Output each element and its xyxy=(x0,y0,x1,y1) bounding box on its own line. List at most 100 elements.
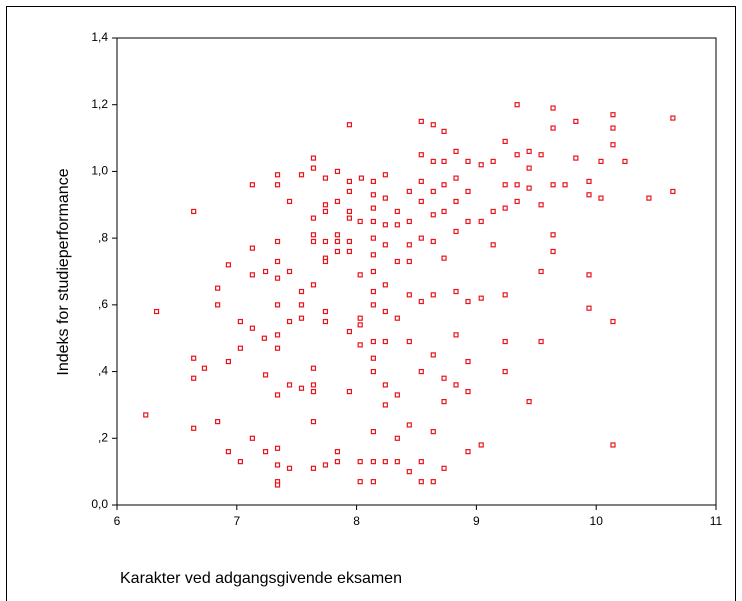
point xyxy=(406,338,412,345)
point xyxy=(610,142,616,148)
point xyxy=(225,262,232,268)
y-tick-label: ,6 xyxy=(98,297,108,311)
point xyxy=(573,118,579,124)
point xyxy=(274,258,281,265)
point xyxy=(370,178,376,185)
x-tick-label: 8 xyxy=(353,514,360,528)
point xyxy=(370,268,376,275)
point xyxy=(465,158,471,165)
plot-area xyxy=(116,37,717,506)
point xyxy=(418,118,424,124)
point xyxy=(346,188,353,195)
point xyxy=(430,292,436,298)
point xyxy=(334,238,341,245)
point xyxy=(370,252,376,258)
point xyxy=(215,419,221,425)
chart-frame xyxy=(6,6,736,601)
point xyxy=(550,232,556,238)
point xyxy=(382,402,388,408)
point xyxy=(526,398,532,405)
point xyxy=(394,222,400,228)
point xyxy=(478,295,484,301)
point xyxy=(550,248,556,255)
point xyxy=(346,178,353,185)
point xyxy=(346,328,353,335)
point xyxy=(143,412,149,418)
point xyxy=(286,198,293,205)
point xyxy=(490,242,496,248)
point xyxy=(201,365,208,371)
point xyxy=(562,182,568,188)
point xyxy=(465,449,471,455)
point xyxy=(298,302,305,308)
point xyxy=(526,165,532,171)
point xyxy=(418,459,424,465)
point xyxy=(310,382,317,388)
point xyxy=(382,242,388,248)
point xyxy=(670,115,676,121)
point xyxy=(249,182,255,188)
point xyxy=(310,238,317,245)
point xyxy=(610,112,616,118)
point xyxy=(370,192,376,198)
point xyxy=(310,465,317,471)
point xyxy=(394,315,400,321)
point xyxy=(406,258,412,265)
point xyxy=(249,245,255,251)
point xyxy=(310,155,317,161)
point xyxy=(370,479,376,485)
point xyxy=(370,235,376,241)
point xyxy=(418,152,424,158)
point xyxy=(382,172,388,178)
y-tick-label: ,8 xyxy=(98,230,108,244)
point xyxy=(382,308,388,315)
point xyxy=(514,182,520,188)
point xyxy=(406,292,412,298)
point xyxy=(430,352,436,358)
point xyxy=(465,298,471,305)
point xyxy=(622,158,628,165)
point xyxy=(406,469,412,475)
point xyxy=(370,459,376,465)
point xyxy=(406,242,412,248)
point xyxy=(538,268,544,275)
point xyxy=(298,288,305,295)
point xyxy=(538,152,544,158)
point xyxy=(550,182,556,188)
point xyxy=(346,122,353,128)
point xyxy=(357,459,363,465)
point xyxy=(191,208,197,215)
point xyxy=(322,238,329,245)
point xyxy=(274,302,281,308)
point xyxy=(310,232,317,238)
point xyxy=(418,368,424,375)
point xyxy=(502,182,508,188)
point xyxy=(598,195,604,201)
point xyxy=(334,449,341,455)
point xyxy=(249,272,255,278)
point xyxy=(394,392,400,398)
point xyxy=(418,235,424,241)
point xyxy=(310,365,317,371)
point xyxy=(334,168,341,175)
point xyxy=(430,122,436,128)
point xyxy=(610,442,616,448)
point xyxy=(406,188,412,195)
point xyxy=(418,298,424,305)
point xyxy=(358,175,364,181)
point xyxy=(334,198,341,205)
point xyxy=(274,172,281,178)
point xyxy=(478,162,484,168)
point xyxy=(370,302,376,308)
point xyxy=(274,275,281,281)
point xyxy=(526,185,532,191)
x-tick-label: 7 xyxy=(233,514,240,528)
point xyxy=(610,318,616,325)
point xyxy=(286,382,293,388)
point xyxy=(346,388,353,395)
y-axis-title: Indeks for studieperformance xyxy=(55,168,72,375)
point xyxy=(441,375,447,381)
point xyxy=(418,198,424,205)
point xyxy=(586,178,592,185)
point xyxy=(249,435,255,441)
